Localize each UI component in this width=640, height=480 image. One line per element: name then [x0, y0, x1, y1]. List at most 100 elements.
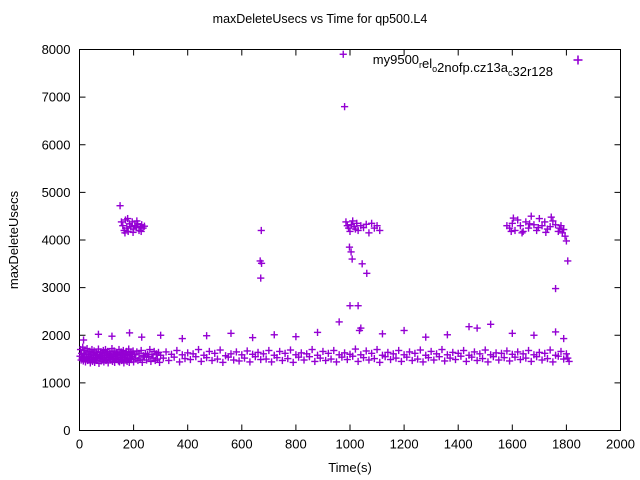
y-tick-label: 1000 — [42, 375, 71, 390]
data-point — [408, 356, 416, 365]
data-point — [340, 349, 349, 357]
data-point — [348, 255, 356, 263]
data-point — [359, 354, 368, 362]
data-point — [562, 237, 570, 245]
data-point — [509, 214, 517, 222]
data-point — [389, 350, 397, 358]
chart-legend[interactable]: my9500relo2nofp.cz13ac32r128 — [373, 52, 583, 79]
data-point — [507, 227, 515, 236]
data-point — [530, 221, 538, 229]
data-point — [146, 345, 154, 354]
data-point — [319, 347, 327, 356]
data-point — [395, 346, 403, 355]
data-point — [378, 330, 387, 338]
data-point — [273, 354, 281, 362]
data-point — [265, 346, 273, 355]
data-point — [343, 355, 351, 364]
y-tick-label: 2000 — [42, 328, 71, 343]
data-point — [465, 323, 473, 331]
data-point — [339, 50, 347, 58]
data-point — [430, 356, 438, 364]
data-point — [386, 355, 395, 364]
data-point — [524, 346, 533, 355]
data-point — [316, 354, 324, 362]
data-point — [243, 347, 251, 355]
x-tick-label: 1000 — [336, 437, 365, 452]
data-point — [235, 357, 243, 365]
y-tick-label: 8000 — [42, 42, 71, 57]
y-tick-label: 5000 — [42, 185, 71, 200]
data-point — [205, 347, 213, 356]
data-point — [213, 355, 222, 363]
x-axis-title: Time(s) — [328, 460, 372, 475]
data-point — [476, 350, 484, 358]
data-point — [284, 354, 292, 363]
data-point — [208, 356, 216, 365]
data-point — [495, 356, 503, 364]
data-point — [173, 346, 181, 355]
data-point — [345, 243, 354, 251]
data-point — [541, 349, 549, 357]
data-point — [551, 328, 560, 336]
data-point — [203, 354, 211, 362]
data-point — [137, 227, 145, 236]
data-point — [546, 223, 554, 231]
x-tick-label: 1800 — [552, 437, 581, 452]
data-point — [175, 358, 184, 366]
data-point — [405, 348, 414, 356]
data-point — [227, 329, 235, 337]
data-point — [346, 302, 354, 310]
data-point — [246, 358, 254, 366]
data-point — [219, 358, 227, 366]
data-point — [186, 355, 195, 364]
data-point — [457, 352, 465, 360]
y-axis-title: maxDeleteUsecs — [6, 190, 21, 289]
data-point — [257, 274, 265, 282]
data-point — [518, 229, 526, 237]
data-point — [497, 349, 506, 357]
data-point — [124, 214, 132, 223]
data-point — [549, 358, 557, 366]
data-point — [184, 349, 192, 357]
chart-title: maxDeleteUsecs vs Time for qp500.L4 — [213, 12, 428, 26]
plot-border — [79, 49, 621, 431]
data-point — [419, 358, 427, 366]
data-point — [276, 347, 284, 356]
data-point — [414, 355, 422, 363]
data-point — [557, 222, 565, 230]
data-point — [473, 356, 481, 365]
data-point — [547, 213, 555, 221]
data-point — [289, 358, 297, 366]
data-point — [411, 349, 419, 357]
data-point — [533, 353, 541, 361]
data-point — [342, 218, 350, 226]
data-point — [368, 219, 376, 227]
data-point — [94, 330, 103, 338]
data-point — [335, 318, 343, 326]
data-point — [373, 345, 381, 354]
data-point — [362, 220, 370, 228]
data-point — [365, 356, 373, 364]
data-point — [262, 355, 270, 363]
data-point — [300, 356, 308, 364]
data-point — [313, 328, 322, 336]
x-tick-label: 400 — [177, 437, 199, 452]
data-point — [554, 352, 562, 360]
data-point — [203, 332, 211, 340]
data-point — [468, 353, 476, 361]
data-point — [129, 228, 137, 236]
data-point — [267, 358, 276, 366]
data-point — [478, 354, 487, 363]
data-point — [530, 331, 538, 339]
data-point — [346, 227, 354, 236]
data-point — [484, 358, 492, 366]
data-point — [560, 225, 568, 234]
data-point — [162, 348, 170, 356]
data-point — [351, 345, 360, 353]
data-point — [489, 353, 497, 361]
data-point — [443, 331, 451, 339]
data-point — [363, 269, 371, 277]
data-points-series-0 — [76, 50, 573, 367]
data-point — [500, 354, 508, 362]
data-point — [403, 353, 411, 361]
